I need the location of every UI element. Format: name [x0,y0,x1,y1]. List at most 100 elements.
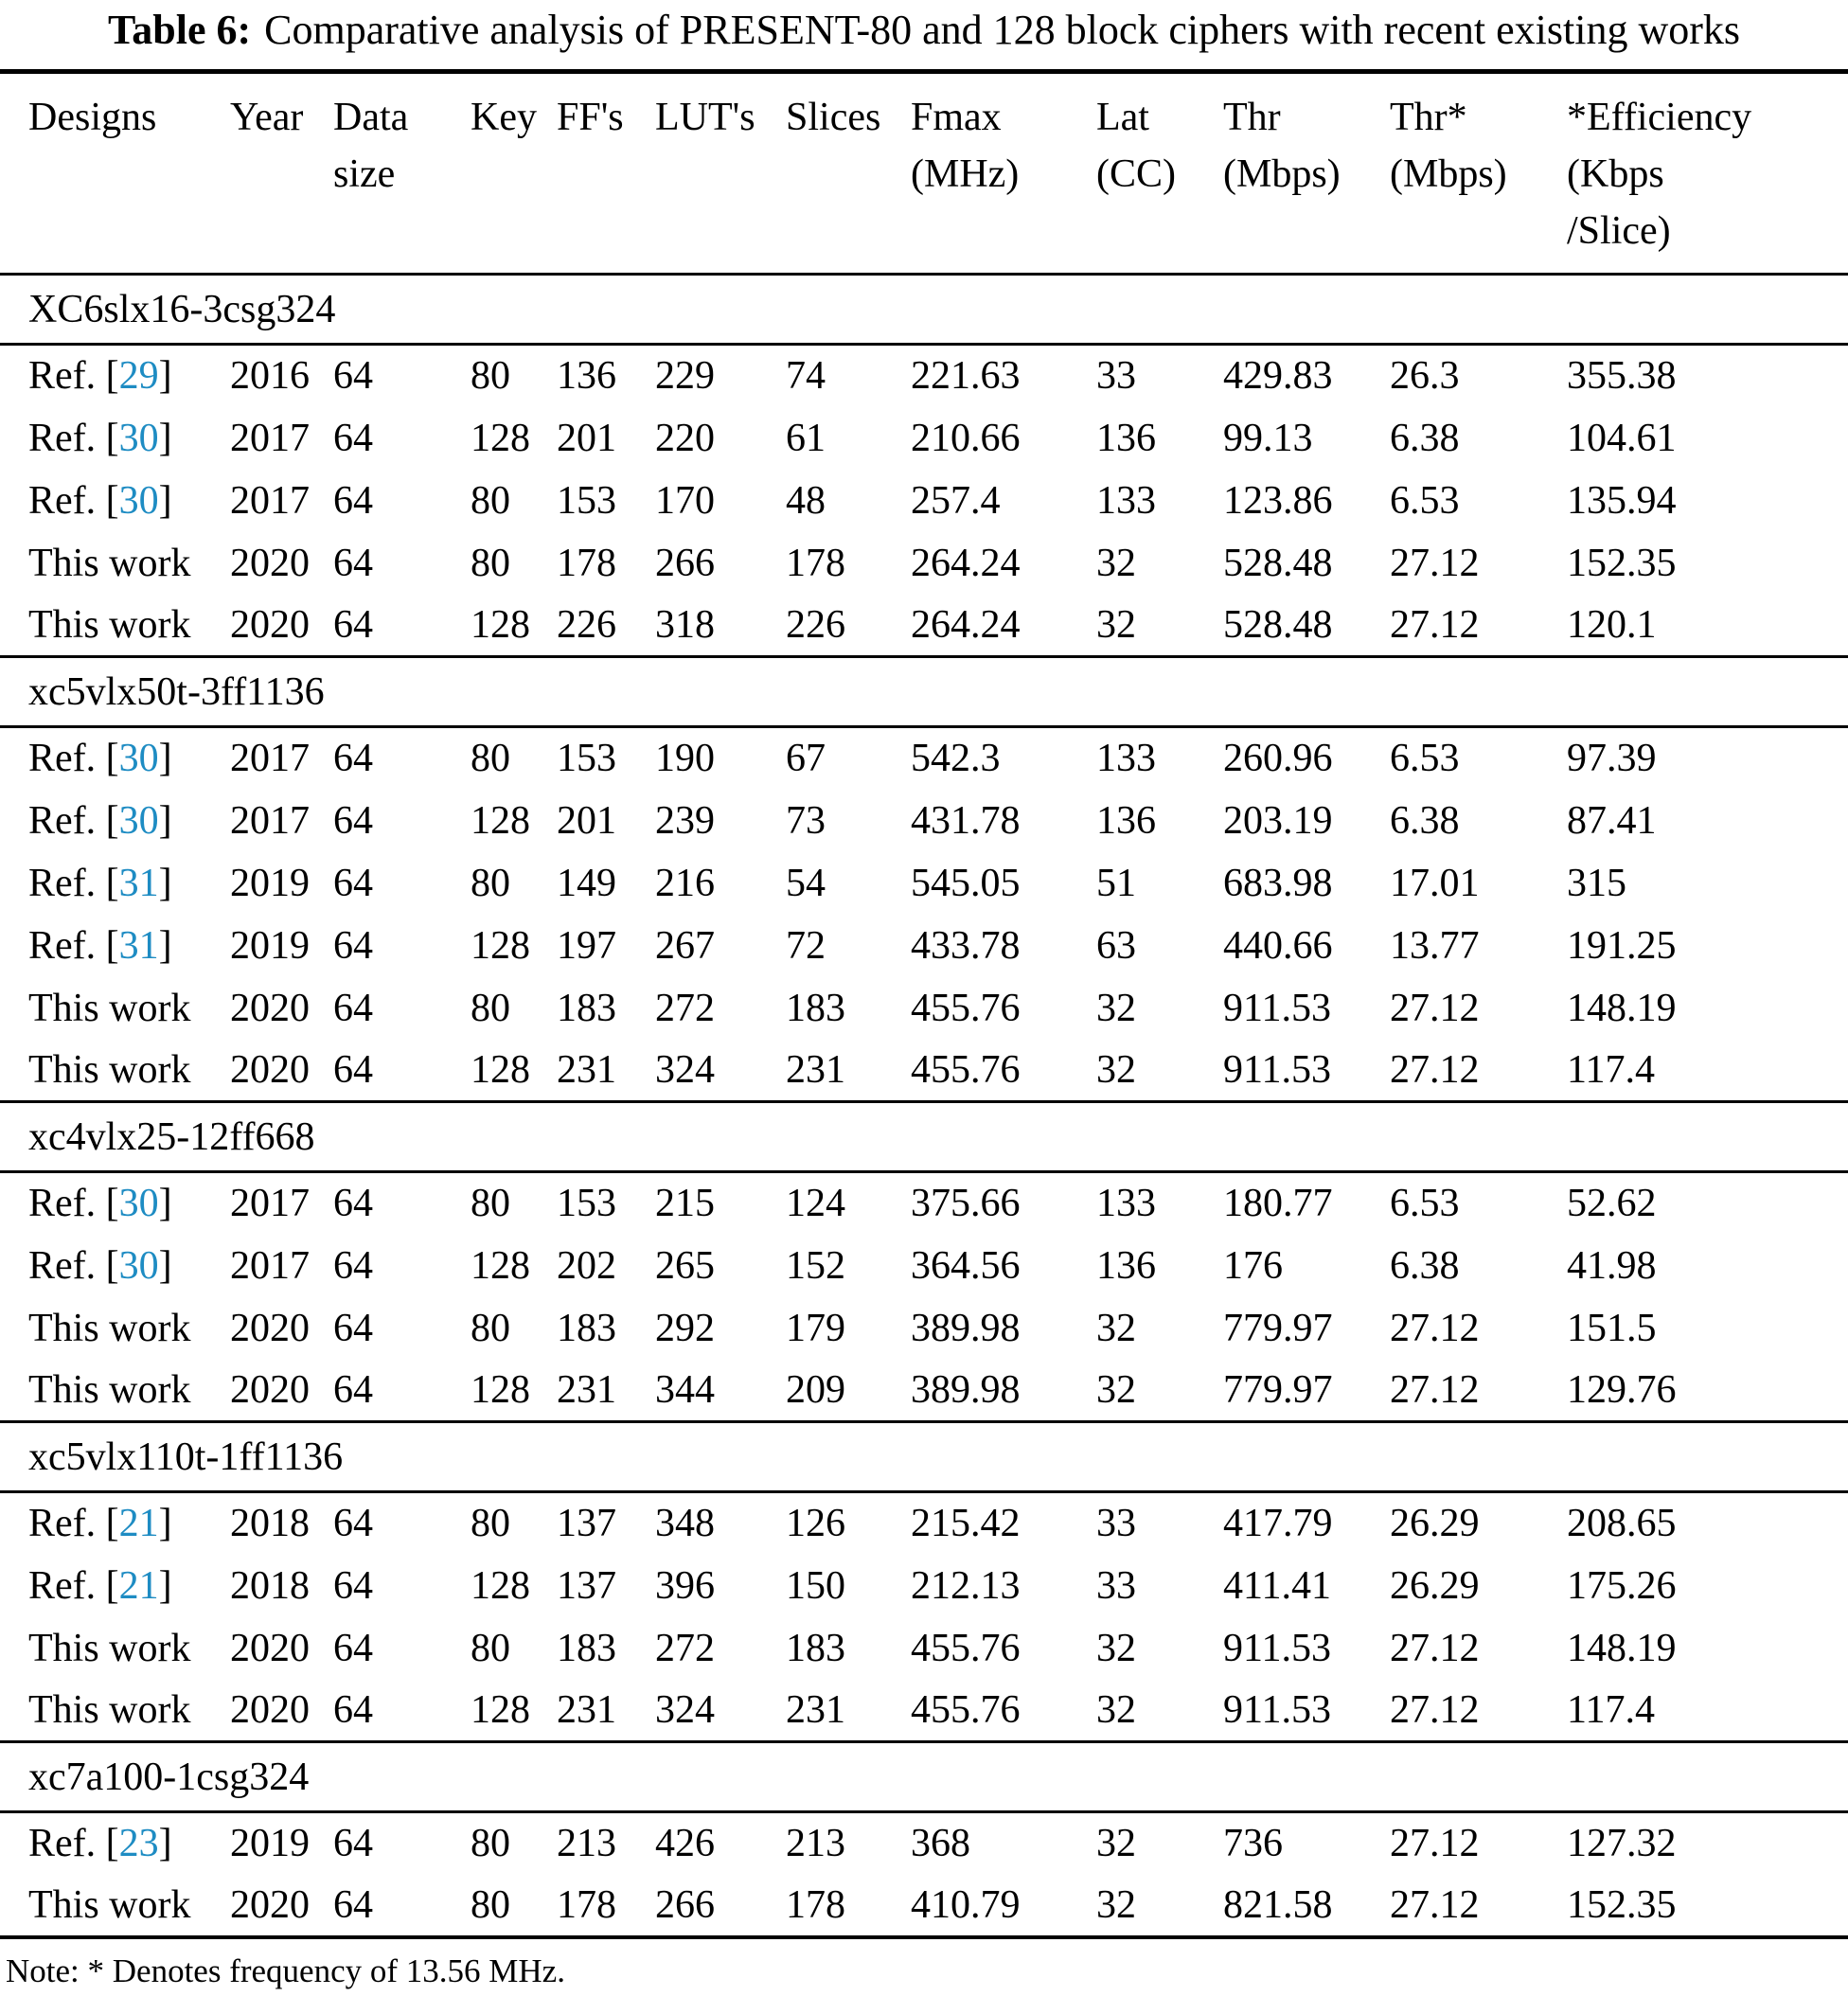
cell-thr: 440.66 [1223,923,1333,968]
citation-link[interactable]: 21 [118,1563,159,1608]
citation-suffix: ] [158,737,172,781]
cell-lat: 32 [1096,541,1136,585]
cell-ffs: 201 [557,798,616,843]
cell-slices: 231 [786,1687,845,1732]
table-row: Ref. [31] 2019 64 128 197 267 72 433.78 63 440.66… [0,915,1848,977]
citation-suffix: ] [158,861,172,905]
citation-link[interactable]: 30 [118,1243,159,1288]
cell-data-size: 64 [333,1243,373,1288]
cell-key: 128 [471,1367,530,1412]
cell-lat: 32 [1096,1687,1136,1732]
cell-ffs: 183 [557,1306,616,1350]
cell-efficiency: 148.19 [1567,1626,1677,1670]
col-header-thr-star: Thr* (Mbps) [1390,71,1567,276]
table-row: This work 2020 64 80 178 266 178 410.79 32 821.58… [0,1875,1848,1937]
cell-luts: 266 [655,541,715,585]
cell-thr-star: 6.38 [1390,1243,1460,1288]
cell-thr-star: 6.53 [1390,737,1460,781]
design-label: This work [28,1687,191,1732]
cell-thr-star: 26.29 [1390,1502,1480,1546]
table-row: Ref. [30] 2017 64 80 153 190 67 542.3 133 260.96 6… [0,727,1848,790]
citation-link[interactable]: 31 [118,861,159,905]
cell-efficiency: 191.25 [1567,923,1677,968]
cell-key: 80 [471,478,510,523]
cell-thr-star: 26.29 [1390,1563,1480,1608]
cell-thr-star: 27.12 [1390,1626,1480,1670]
cell-year: 2017 [230,798,310,843]
col-header-line: /Slice) [1567,209,1671,253]
citation-suffix: ] [158,798,172,843]
citation-link[interactable]: 30 [118,798,159,843]
col-header-line: *Efficiency [1567,96,1752,139]
cell-thr: 99.13 [1223,416,1313,460]
device-name: xc5vlx50t-3ff1136 [0,655,1848,728]
cell-luts: 272 [655,1626,715,1670]
device-name: xc4vlx25-12ff668 [0,1100,1848,1173]
citation-prefix: Ref. [ [28,416,119,460]
cell-ffs: 213 [557,1822,616,1866]
table-row: This work 2020 64 128 231 324 231 455.76 32 911.5… [0,1040,1848,1102]
table-row: Ref. [30] 2017 64 128 201 220 61 210.66 136 99.13… [0,407,1848,470]
cell-key: 80 [471,354,510,399]
cell-slices: 126 [786,1502,845,1546]
col-header-line: (Mbps) [1223,152,1341,196]
cell-ffs: 231 [557,1047,616,1092]
citation-suffix: ] [158,1563,172,1608]
cell-thr: 911.53 [1223,1687,1331,1732]
cell-key: 128 [471,1047,530,1092]
section-row: XC6slx16-3csg324 [0,273,1848,346]
cell-year: 2020 [230,986,310,1030]
results-table: Designs Year Data size Key FF's LUT's Slices Fma… [0,69,1848,1939]
cell-slices: 150 [786,1563,845,1608]
design-label: This work [28,1047,191,1092]
cell-data-size: 64 [333,1502,373,1546]
cell-thr: 429.83 [1223,354,1333,399]
cell-efficiency: 87.41 [1567,798,1657,843]
citation-link[interactable]: 31 [118,923,159,968]
cell-fmax: 455.76 [911,1626,1021,1670]
cell-design: This work [0,1680,230,1742]
cell-data-size: 64 [333,1306,373,1350]
cell-design: This work [0,532,230,595]
citation-link[interactable]: 21 [118,1502,159,1546]
citation-link[interactable]: 29 [118,354,159,399]
cell-efficiency: 152.35 [1567,541,1677,585]
cell-lat: 136 [1096,416,1156,460]
col-header-line: LUT's [655,96,755,139]
cell-design: Ref. [21] [0,1492,230,1555]
cell-thr-star: 27.12 [1390,1047,1480,1092]
citation-link[interactable]: 23 [118,1822,159,1866]
citation-prefix: Ref. [ [28,737,119,781]
citation-link[interactable]: 30 [118,737,159,781]
col-header-year: Year [230,71,333,276]
cell-thr: 911.53 [1223,986,1331,1030]
col-header-line: Slices [786,96,881,139]
citation-link[interactable]: 30 [118,416,159,460]
cell-luts: 215 [655,1182,715,1226]
table-title-text: Comparative analysis of PRESENT-80 and 1… [264,7,1741,53]
col-header-thr: Thr (Mbps) [1223,71,1390,276]
cell-efficiency: 127.32 [1567,1822,1677,1866]
citation-link[interactable]: 30 [118,1182,159,1226]
cell-year: 2017 [230,737,310,781]
cell-design: Ref. [30] [0,470,230,532]
cell-luts: 220 [655,416,715,460]
cell-efficiency: 152.35 [1567,1882,1677,1927]
cell-slices: 209 [786,1367,845,1412]
cell-lat: 32 [1096,1306,1136,1350]
cell-year: 2020 [230,602,310,647]
table-row: This work 2020 64 128 226 318 226 264.24 32 528.4… [0,595,1848,657]
citation-link[interactable]: 30 [118,478,159,523]
cell-efficiency: 117.4 [1567,1687,1655,1732]
cell-year: 2020 [230,1882,310,1927]
col-header-line: (MHz) [911,152,1020,196]
cell-luts: 216 [655,861,715,905]
cell-slices: 183 [786,986,845,1030]
cell-lat: 32 [1096,602,1136,647]
design-label: This work [28,1367,191,1412]
cell-key: 80 [471,1626,510,1670]
cell-thr: 821.58 [1223,1882,1333,1927]
cell-key: 128 [471,798,530,843]
cell-thr-star: 13.77 [1390,923,1480,968]
table-row: Ref. [30] 2017 64 128 201 239 73 431.78 136 203.1… [0,790,1848,852]
